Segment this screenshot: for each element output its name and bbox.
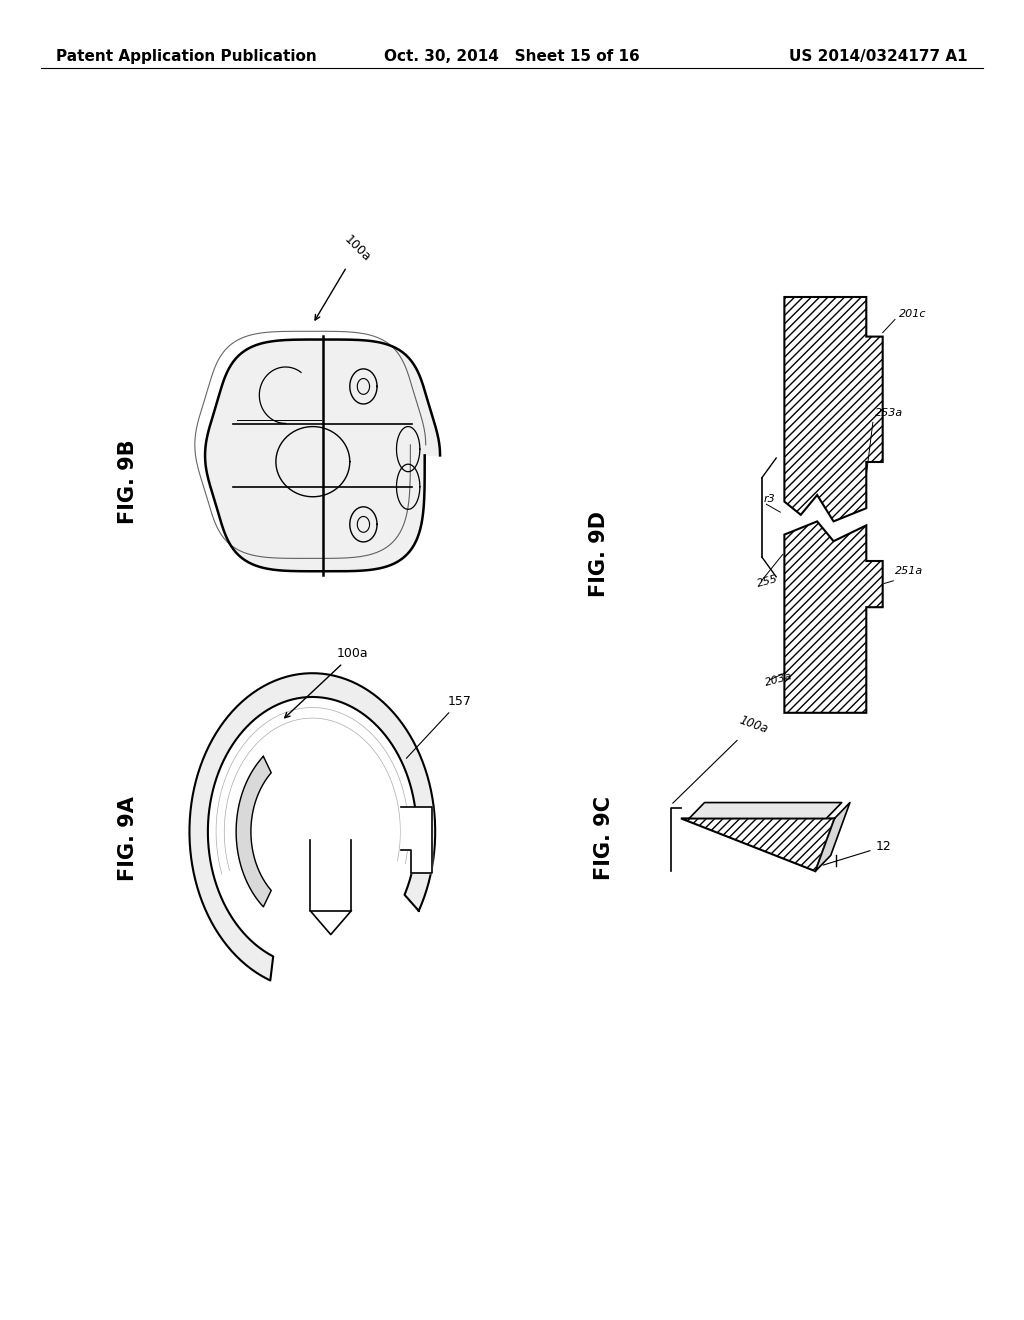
Text: 100a: 100a bbox=[673, 713, 770, 804]
PathPatch shape bbox=[784, 297, 883, 521]
Polygon shape bbox=[815, 803, 850, 871]
Text: 251a: 251a bbox=[895, 566, 924, 577]
Text: Oct. 30, 2014   Sheet 15 of 16: Oct. 30, 2014 Sheet 15 of 16 bbox=[384, 49, 640, 65]
Polygon shape bbox=[189, 673, 435, 981]
Text: US 2014/0324177 A1: US 2014/0324177 A1 bbox=[790, 49, 968, 65]
PathPatch shape bbox=[784, 521, 883, 713]
Text: 253a: 253a bbox=[874, 408, 903, 418]
Text: r3: r3 bbox=[764, 494, 775, 504]
Text: FIG. 9A: FIG. 9A bbox=[118, 796, 138, 880]
Polygon shape bbox=[400, 807, 431, 873]
Text: Patent Application Publication: Patent Application Publication bbox=[56, 49, 317, 65]
Text: FIG. 9B: FIG. 9B bbox=[118, 440, 138, 524]
Text: 255: 255 bbox=[756, 574, 779, 590]
Text: FIG. 9C: FIG. 9C bbox=[594, 796, 614, 880]
Polygon shape bbox=[310, 840, 351, 911]
Polygon shape bbox=[205, 339, 440, 572]
Text: 12: 12 bbox=[823, 840, 891, 865]
Polygon shape bbox=[237, 756, 271, 907]
Text: 201c: 201c bbox=[899, 309, 927, 319]
Polygon shape bbox=[689, 803, 842, 818]
Text: FIG. 9D: FIG. 9D bbox=[589, 511, 609, 598]
Text: 100a: 100a bbox=[285, 647, 369, 718]
Text: 203a: 203a bbox=[764, 672, 794, 689]
PathPatch shape bbox=[681, 818, 835, 871]
Text: 100a: 100a bbox=[315, 232, 374, 319]
Text: 157: 157 bbox=[407, 694, 471, 758]
